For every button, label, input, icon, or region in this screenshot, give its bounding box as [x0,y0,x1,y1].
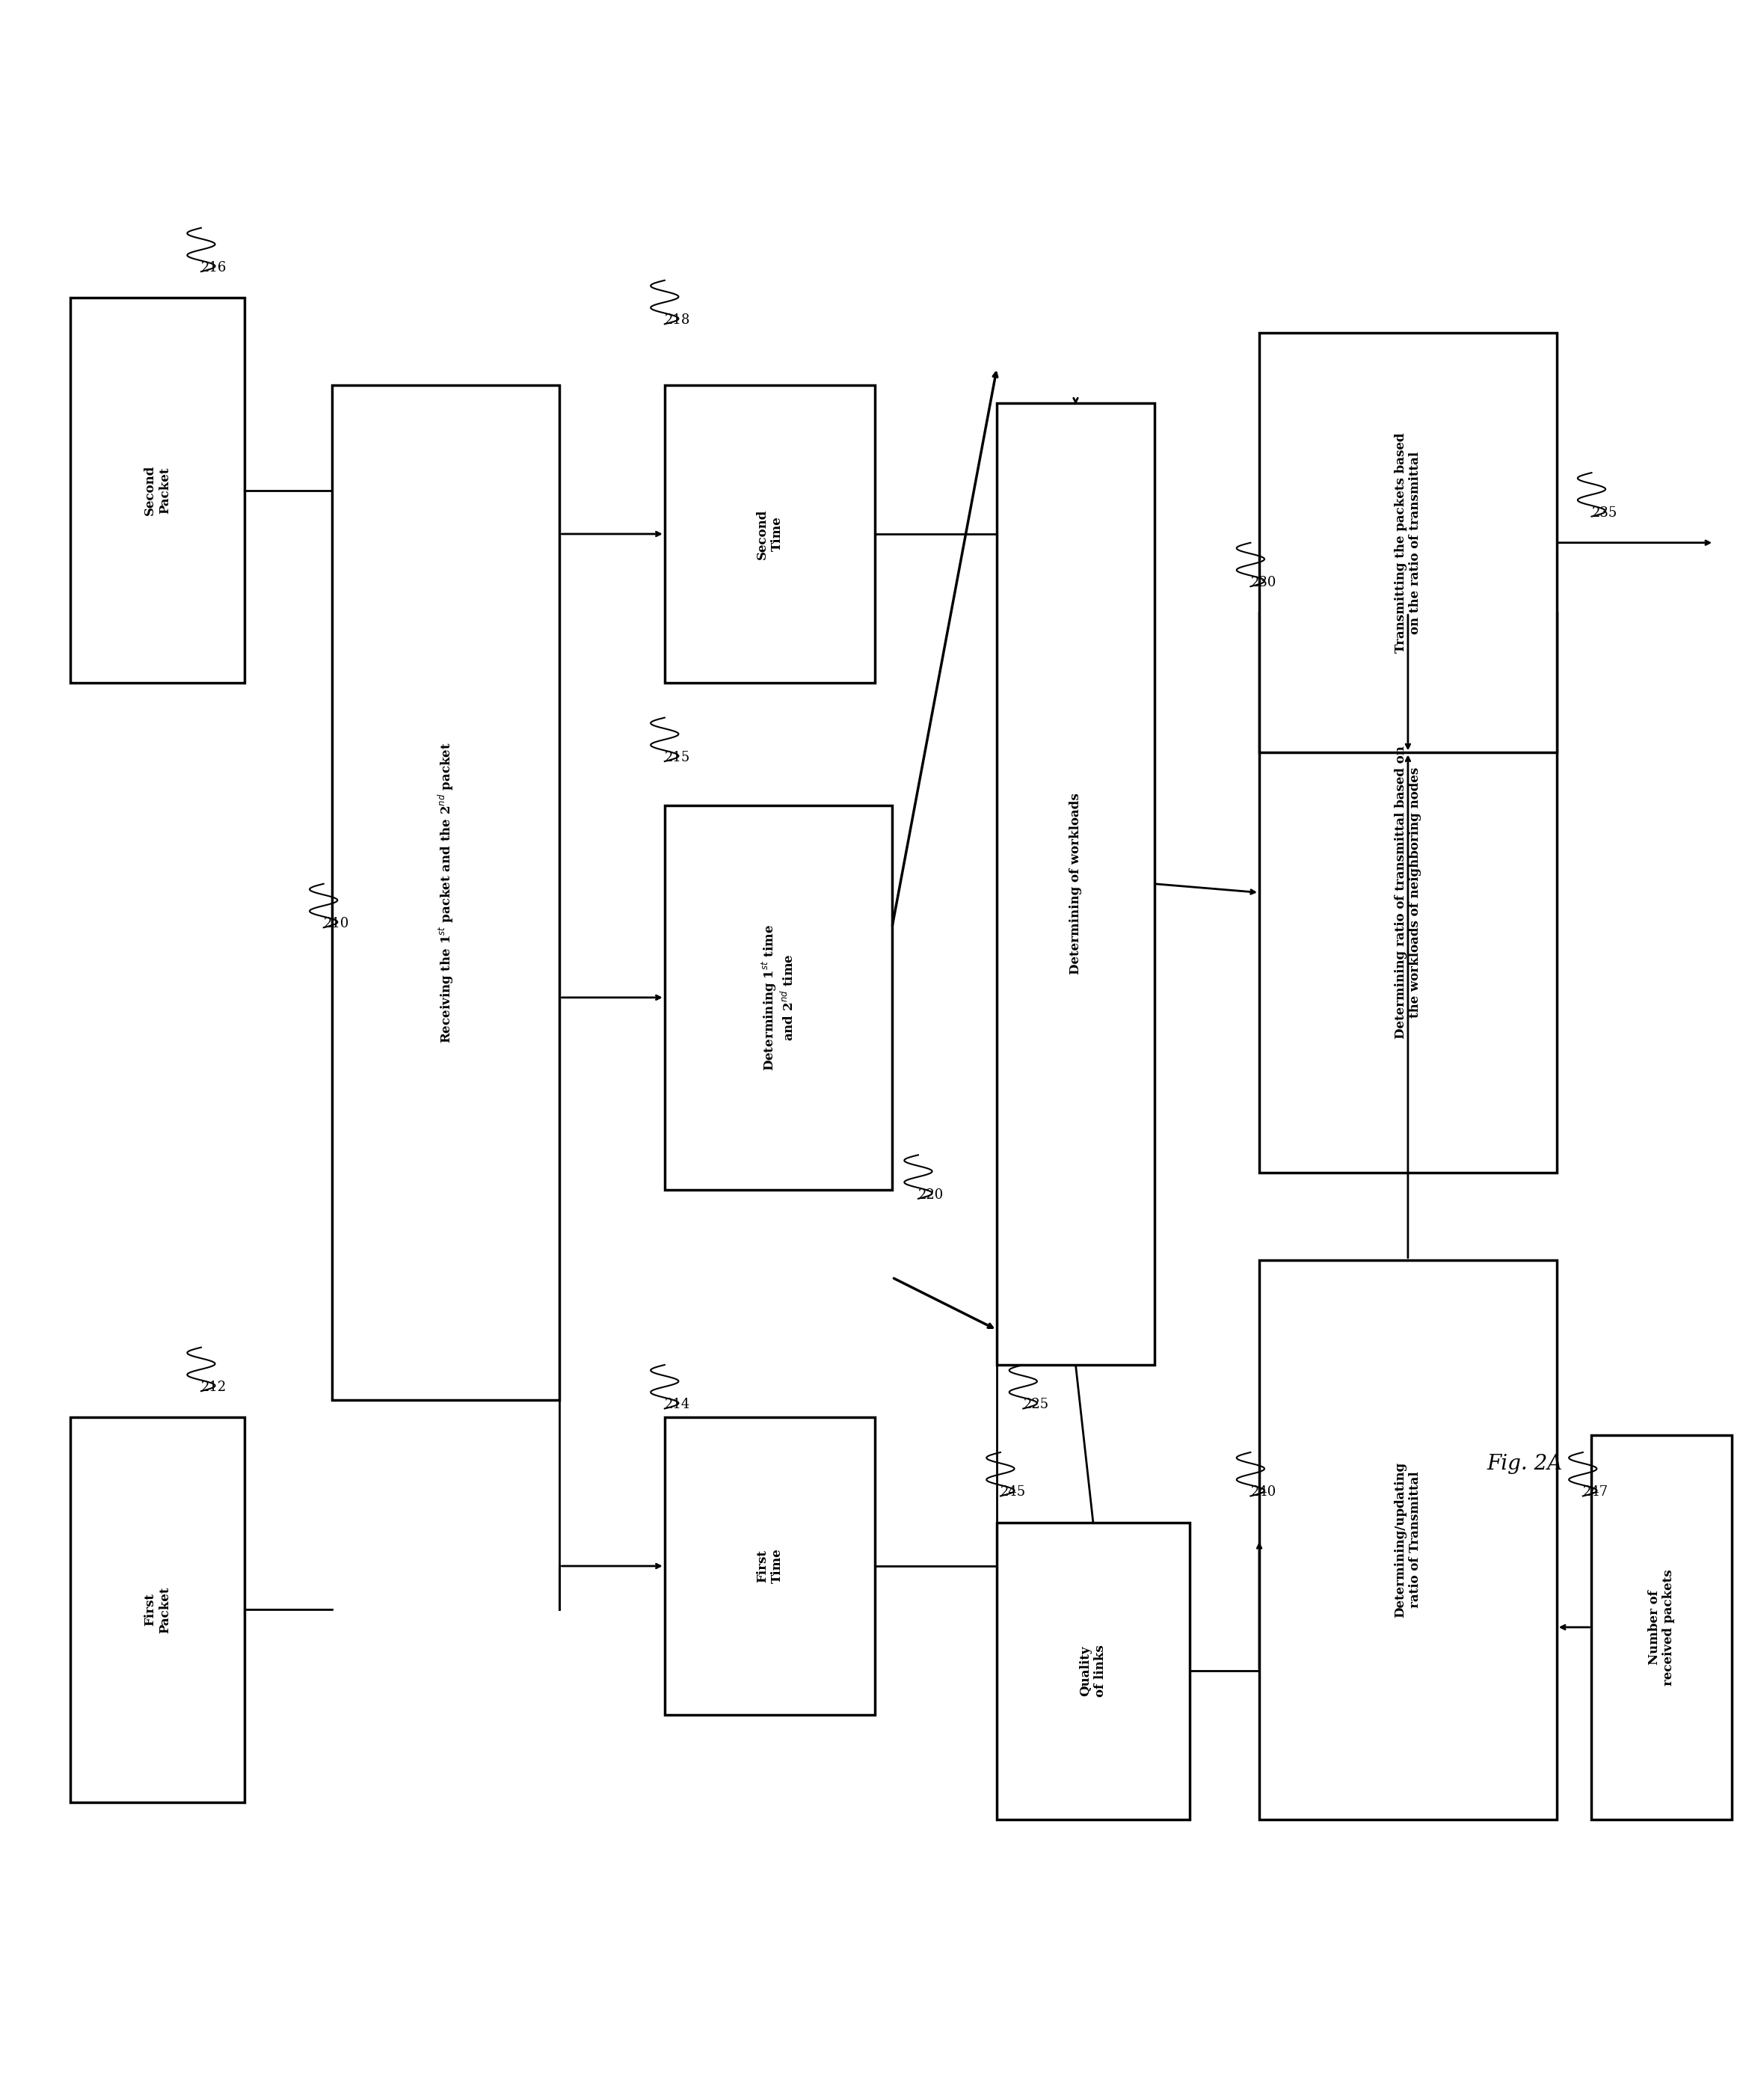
Text: 225: 225 [1023,1399,1049,1411]
FancyBboxPatch shape [665,804,892,1191]
Text: Number of
received packets: Number of received packets [1648,1569,1676,1686]
Text: First
Time: First Time [756,1548,784,1583]
Text: Second
Packet: Second Packet [143,464,171,514]
FancyBboxPatch shape [70,298,245,682]
Text: Fig. 2A: Fig. 2A [1487,1453,1562,1474]
Text: Determining of workloads: Determining of workloads [1069,794,1083,974]
Text: Receiving the 1$^{st}$ packet and the 2$^{nd}$ packet: Receiving the 1$^{st}$ packet and the 2$… [437,741,455,1044]
Text: First
Packet: First Packet [143,1586,171,1634]
Text: Determining/updating
ratio of Transmittal: Determining/updating ratio of Transmitta… [1394,1462,1422,1617]
Text: 245: 245 [1000,1485,1027,1499]
Text: Determining 1$^{st}$ time
and 2$^{nd}$ time: Determining 1$^{st}$ time and 2$^{nd}$ t… [761,924,796,1071]
FancyBboxPatch shape [1259,613,1557,1172]
Text: Transmitting the packets based
on the ratio of transmittal: Transmitting the packets based on the ra… [1394,433,1422,653]
Text: 218: 218 [665,313,691,328]
FancyBboxPatch shape [1259,1260,1557,1821]
FancyBboxPatch shape [997,1522,1189,1821]
Text: Second
Time: Second Time [756,508,784,559]
Text: 235: 235 [1592,506,1618,519]
FancyBboxPatch shape [665,384,874,683]
FancyBboxPatch shape [665,1418,874,1716]
FancyBboxPatch shape [1592,1434,1732,1821]
Text: 230: 230 [1251,575,1277,590]
Text: 212: 212 [201,1380,227,1394]
Text: 215: 215 [665,752,691,764]
Text: 210: 210 [324,918,350,930]
FancyBboxPatch shape [1259,332,1557,752]
Text: Quality
of links: Quality of links [1079,1644,1107,1697]
Text: 220: 220 [918,1189,944,1201]
Text: 240: 240 [1251,1485,1277,1499]
Text: 214: 214 [665,1399,691,1411]
Text: 216: 216 [201,260,227,275]
Text: Determining ratio of transmittal based on
the workloads of neighboring nodes: Determining ratio of transmittal based o… [1394,746,1422,1040]
FancyBboxPatch shape [332,384,560,1401]
Text: 247: 247 [1583,1485,1609,1499]
FancyBboxPatch shape [997,403,1154,1365]
FancyBboxPatch shape [70,1418,245,1802]
